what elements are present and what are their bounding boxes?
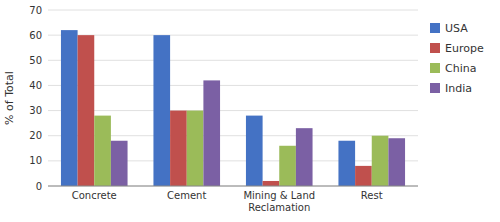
x-tick-label-line: Rest [361, 190, 383, 201]
x-tick-label-line: Concrete [72, 190, 117, 201]
bar [279, 146, 296, 186]
legend-swatch [430, 83, 440, 93]
x-tick-label: Concrete [72, 190, 117, 201]
x-tick-label: Rest [361, 190, 383, 201]
chart-svg: 0 10 20 30 40 50 60 70 % of Total Concrete Cement M… [0, 0, 500, 222]
legend-swatch [430, 23, 440, 33]
bar [355, 166, 372, 186]
legend: USA Europe China India [430, 22, 484, 95]
chart-container: 0 10 20 30 40 50 60 70 % of Total Concrete Cement M… [0, 0, 500, 222]
legend-swatch [430, 63, 440, 73]
grid-line [48, 186, 418, 187]
y-tick-label: 10 [29, 155, 42, 166]
bars [61, 30, 405, 186]
bar [170, 111, 187, 186]
legend-label: India [445, 82, 472, 95]
bar [61, 30, 78, 186]
legend-swatch [430, 43, 440, 53]
bar [296, 128, 313, 186]
y-tick-label: 20 [29, 130, 42, 141]
bar [153, 35, 170, 186]
x-tick-label-line: Cement [167, 190, 206, 201]
y-tick-label: 30 [29, 105, 42, 116]
bar [203, 80, 220, 186]
bar [246, 116, 263, 186]
y-axis-label: % of Total [3, 71, 16, 125]
bar [187, 111, 204, 186]
y-tick-label: 40 [29, 80, 42, 91]
bar [78, 35, 95, 186]
bar [111, 141, 128, 186]
y-tick-label: 60 [29, 30, 42, 41]
grid-line [48, 110, 418, 111]
x-axis-line [48, 186, 418, 187]
grid [48, 10, 418, 186]
grid-line [48, 60, 418, 61]
y-tick-label: 0 [36, 181, 42, 192]
bar [372, 136, 389, 186]
x-tick-label: Mining & LandReclamation [243, 190, 315, 213]
grid-line [48, 85, 418, 86]
y-tick-label: 70 [29, 5, 42, 16]
grid-line [48, 10, 418, 11]
legend-label: China [445, 62, 476, 75]
bar [338, 141, 355, 186]
x-tick-label-line: Reclamation [248, 202, 310, 213]
bar [263, 181, 280, 186]
y-tick-label: 50 [29, 55, 42, 66]
grid-line [48, 35, 418, 36]
legend-label: Europe [445, 42, 484, 55]
bar [94, 116, 111, 186]
x-tick-label-line: Mining & Land [243, 190, 315, 201]
bar [388, 138, 405, 186]
legend-label: USA [445, 22, 468, 35]
x-tick-label: Cement [167, 190, 206, 201]
